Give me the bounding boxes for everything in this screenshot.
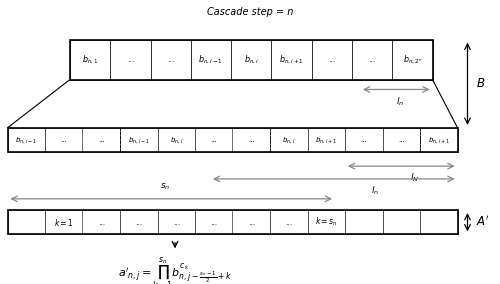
Text: ...: ... bbox=[248, 137, 254, 143]
Bar bbox=[352, 40, 392, 80]
Text: $b_{n,i-1}$: $b_{n,i-1}$ bbox=[15, 135, 38, 145]
Bar bbox=[270, 210, 308, 234]
Bar bbox=[45, 210, 82, 234]
Bar bbox=[82, 128, 120, 152]
Bar bbox=[110, 40, 150, 80]
Text: $k=s_n$: $k=s_n$ bbox=[315, 216, 338, 229]
Text: ...: ... bbox=[368, 55, 376, 64]
Bar bbox=[232, 210, 270, 234]
Text: ...: ... bbox=[167, 55, 174, 64]
Text: $b_{n,2^n}$: $b_{n,2^n}$ bbox=[402, 53, 422, 66]
Text: ...: ... bbox=[126, 55, 134, 64]
Text: ...: ... bbox=[328, 55, 336, 64]
Text: $b_{n,i}$: $b_{n,i}$ bbox=[282, 135, 296, 145]
Bar bbox=[312, 40, 352, 80]
Bar bbox=[8, 128, 458, 152]
Bar bbox=[150, 40, 191, 80]
Text: ...: ... bbox=[210, 137, 217, 143]
Text: ...: ... bbox=[248, 218, 255, 227]
Bar bbox=[45, 128, 82, 152]
Bar bbox=[195, 210, 232, 234]
Bar bbox=[420, 210, 458, 234]
Bar bbox=[120, 210, 158, 234]
Text: ...: ... bbox=[210, 218, 218, 227]
Bar bbox=[8, 210, 45, 234]
Text: $s_n$: $s_n$ bbox=[160, 181, 170, 192]
Text: ...: ... bbox=[285, 218, 292, 227]
Bar bbox=[8, 128, 45, 152]
Bar bbox=[420, 128, 458, 152]
Text: $a'_{n,j} = \prod_{k=1}^{s_n} b^{c_k}_{n,j-\frac{s_n-1}{2}+k}$: $a'_{n,j} = \prod_{k=1}^{s_n} b^{c_k}_{n… bbox=[118, 256, 232, 284]
Text: $b_{n,i}$: $b_{n,i}$ bbox=[244, 53, 259, 66]
Text: $A'$: $A'$ bbox=[476, 215, 490, 229]
Bar bbox=[382, 128, 420, 152]
Text: $k=1$: $k=1$ bbox=[54, 217, 74, 228]
Text: ...: ... bbox=[172, 218, 180, 227]
Bar bbox=[392, 40, 432, 80]
Bar bbox=[272, 40, 312, 80]
Bar bbox=[82, 210, 120, 234]
Text: ...: ... bbox=[60, 137, 67, 143]
Text: $B$: $B$ bbox=[476, 77, 486, 90]
Bar bbox=[195, 128, 232, 152]
Text: ...: ... bbox=[360, 137, 367, 143]
Bar bbox=[70, 40, 432, 80]
Bar bbox=[120, 128, 158, 152]
Bar bbox=[70, 40, 110, 80]
Bar bbox=[345, 128, 383, 152]
Bar bbox=[231, 40, 272, 80]
Bar bbox=[8, 210, 458, 234]
Bar bbox=[232, 128, 270, 152]
Bar bbox=[158, 128, 195, 152]
Text: $l_N$: $l_N$ bbox=[410, 172, 420, 184]
Text: $b_{n,i-1}$: $b_{n,i-1}$ bbox=[198, 53, 224, 66]
Text: $b_{n,1}$: $b_{n,1}$ bbox=[82, 53, 98, 66]
Text: $b_{n,i+1}$: $b_{n,i+1}$ bbox=[279, 53, 304, 66]
Bar bbox=[382, 210, 420, 234]
Text: $b_{n,i+1}$: $b_{n,i+1}$ bbox=[428, 135, 450, 145]
Text: ...: ... bbox=[135, 218, 142, 227]
Text: $b_{n,i}$: $b_{n,i}$ bbox=[170, 135, 183, 145]
Bar bbox=[308, 210, 345, 234]
Text: ...: ... bbox=[398, 137, 404, 143]
Text: $l_n$: $l_n$ bbox=[371, 185, 379, 197]
Text: ...: ... bbox=[98, 218, 105, 227]
Bar bbox=[345, 210, 383, 234]
Text: $l_n$: $l_n$ bbox=[396, 95, 404, 108]
Text: $b_{n,i+1}$: $b_{n,i+1}$ bbox=[315, 135, 338, 145]
Bar bbox=[158, 210, 195, 234]
Bar bbox=[191, 40, 231, 80]
Bar bbox=[308, 128, 345, 152]
Text: $b_{n,i-1}$: $b_{n,i-1}$ bbox=[128, 135, 150, 145]
Bar bbox=[270, 128, 308, 152]
Text: Cascade step = n: Cascade step = n bbox=[207, 7, 293, 17]
Text: ...: ... bbox=[98, 137, 104, 143]
